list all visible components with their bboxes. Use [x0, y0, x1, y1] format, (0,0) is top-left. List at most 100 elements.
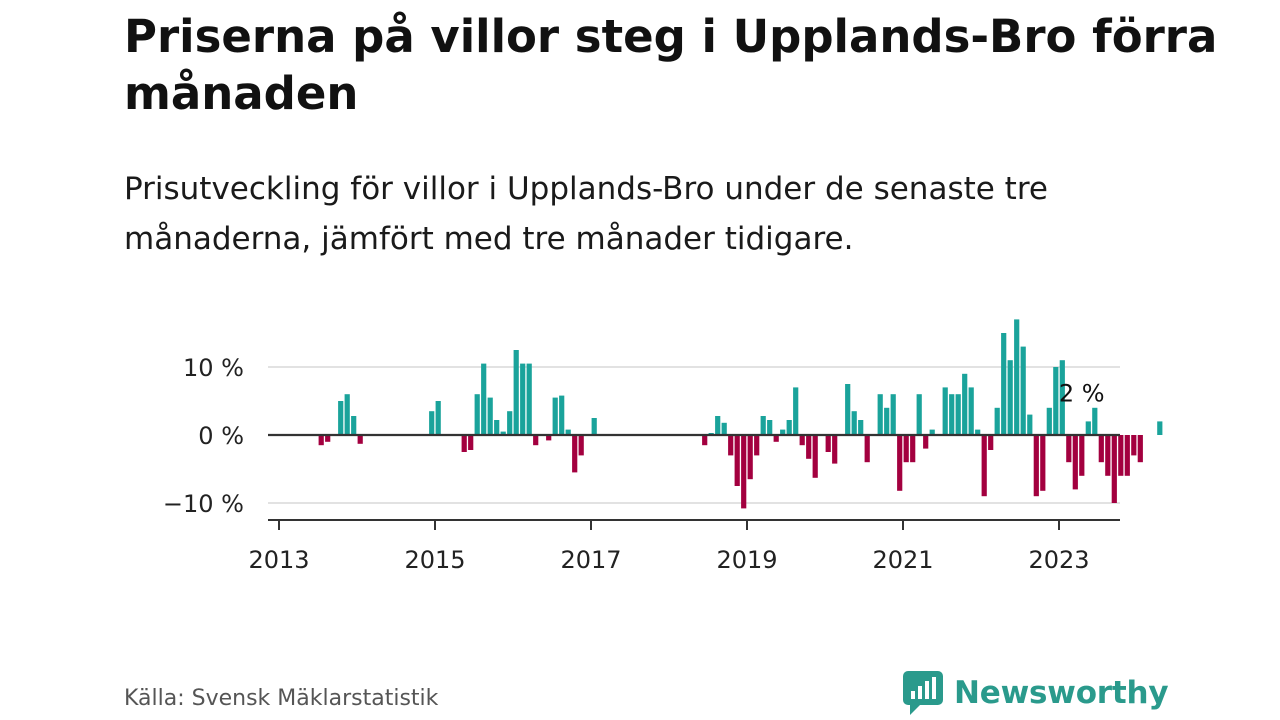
x-tick-label: 2019	[716, 546, 777, 574]
x-tick-label: 2023	[1028, 546, 1089, 574]
bar	[1079, 435, 1085, 476]
bar	[1046, 407, 1052, 435]
bar	[1027, 414, 1033, 435]
bar	[1020, 346, 1026, 435]
bar	[1033, 435, 1039, 497]
bar	[325, 435, 331, 442]
bar	[500, 431, 506, 435]
x-axis: 2013 2015 2017 2019 2021 2023	[248, 519, 1120, 574]
bar	[806, 435, 812, 459]
bars	[318, 319, 1163, 509]
bar	[702, 435, 708, 446]
bar	[832, 435, 838, 464]
bar	[923, 435, 929, 449]
chart-subtitle: Prisutveckling för villor i Upplands-Bro…	[124, 171, 1048, 257]
bar	[578, 435, 584, 456]
bar	[1072, 435, 1078, 490]
bar	[1098, 435, 1104, 463]
annotations: 2 %	[1059, 379, 1105, 407]
bar	[572, 435, 578, 473]
bar	[793, 387, 799, 435]
bar	[494, 420, 500, 435]
y-tick-label: −10 %	[163, 490, 244, 518]
bar	[767, 420, 773, 435]
bar	[721, 422, 727, 435]
bar	[728, 435, 734, 456]
bar	[916, 394, 922, 435]
bar	[487, 397, 493, 435]
bar	[1111, 435, 1117, 503]
bar	[773, 435, 779, 442]
bar	[858, 420, 864, 435]
bar	[754, 435, 760, 456]
bar	[929, 429, 935, 435]
bar	[942, 387, 948, 435]
y-tick-label: 10 %	[183, 354, 244, 382]
bar	[338, 401, 344, 435]
bar	[435, 401, 441, 435]
bar	[1157, 421, 1163, 435]
bar	[1092, 407, 1098, 435]
bar	[513, 350, 519, 435]
bar	[552, 397, 558, 435]
bar	[994, 407, 1000, 435]
bar	[1053, 367, 1059, 435]
bar	[318, 435, 324, 446]
bar	[910, 435, 916, 463]
source-note: Källa: Svensk Mäklarstatistik	[124, 686, 439, 711]
x-tick-label: 2017	[560, 546, 621, 574]
bar	[988, 435, 994, 450]
newsworthy-logo-icon	[903, 671, 943, 715]
bar	[351, 416, 357, 435]
bar	[468, 435, 474, 450]
bar	[481, 363, 487, 435]
bar	[344, 394, 350, 435]
bar	[780, 429, 786, 435]
bar	[981, 435, 987, 497]
bar	[864, 435, 870, 463]
bar	[825, 435, 831, 452]
bar	[877, 394, 883, 435]
bar	[1014, 319, 1020, 435]
x-tick-label: 2015	[404, 546, 465, 574]
x-tick-label: 2013	[248, 546, 309, 574]
bar	[429, 411, 435, 435]
bar	[812, 435, 818, 478]
bar	[897, 435, 903, 491]
bar	[962, 373, 968, 435]
bar	[1059, 360, 1065, 435]
bar	[520, 363, 526, 435]
bar	[715, 416, 721, 435]
bar	[1066, 435, 1072, 463]
bar	[1040, 435, 1046, 491]
bar	[747, 435, 753, 480]
y-axis-labels: 10 % 0 % −10 %	[163, 354, 244, 518]
bar	[760, 416, 766, 435]
bar	[559, 395, 565, 435]
bar	[1105, 435, 1111, 476]
bar	[741, 435, 747, 509]
bar	[1007, 360, 1013, 435]
bar	[1131, 435, 1137, 456]
bar	[533, 435, 539, 446]
bar	[890, 394, 896, 435]
bar	[546, 435, 552, 441]
bar	[591, 418, 597, 435]
bar	[507, 411, 513, 435]
brand-name: Newsworthy	[954, 675, 1169, 711]
bar	[968, 387, 974, 435]
bar	[1137, 435, 1143, 463]
bar	[734, 435, 740, 486]
y-tick-label: 0 %	[198, 422, 244, 450]
bar	[955, 394, 961, 435]
bar	[461, 435, 467, 452]
newsworthy-logo[interactable]: Newsworthy	[902, 670, 1169, 716]
bar	[975, 429, 981, 435]
gridlines	[268, 366, 1120, 504]
bar	[799, 435, 805, 446]
bar	[565, 429, 571, 435]
bar	[845, 384, 851, 435]
x-tick-label: 2021	[872, 546, 933, 574]
